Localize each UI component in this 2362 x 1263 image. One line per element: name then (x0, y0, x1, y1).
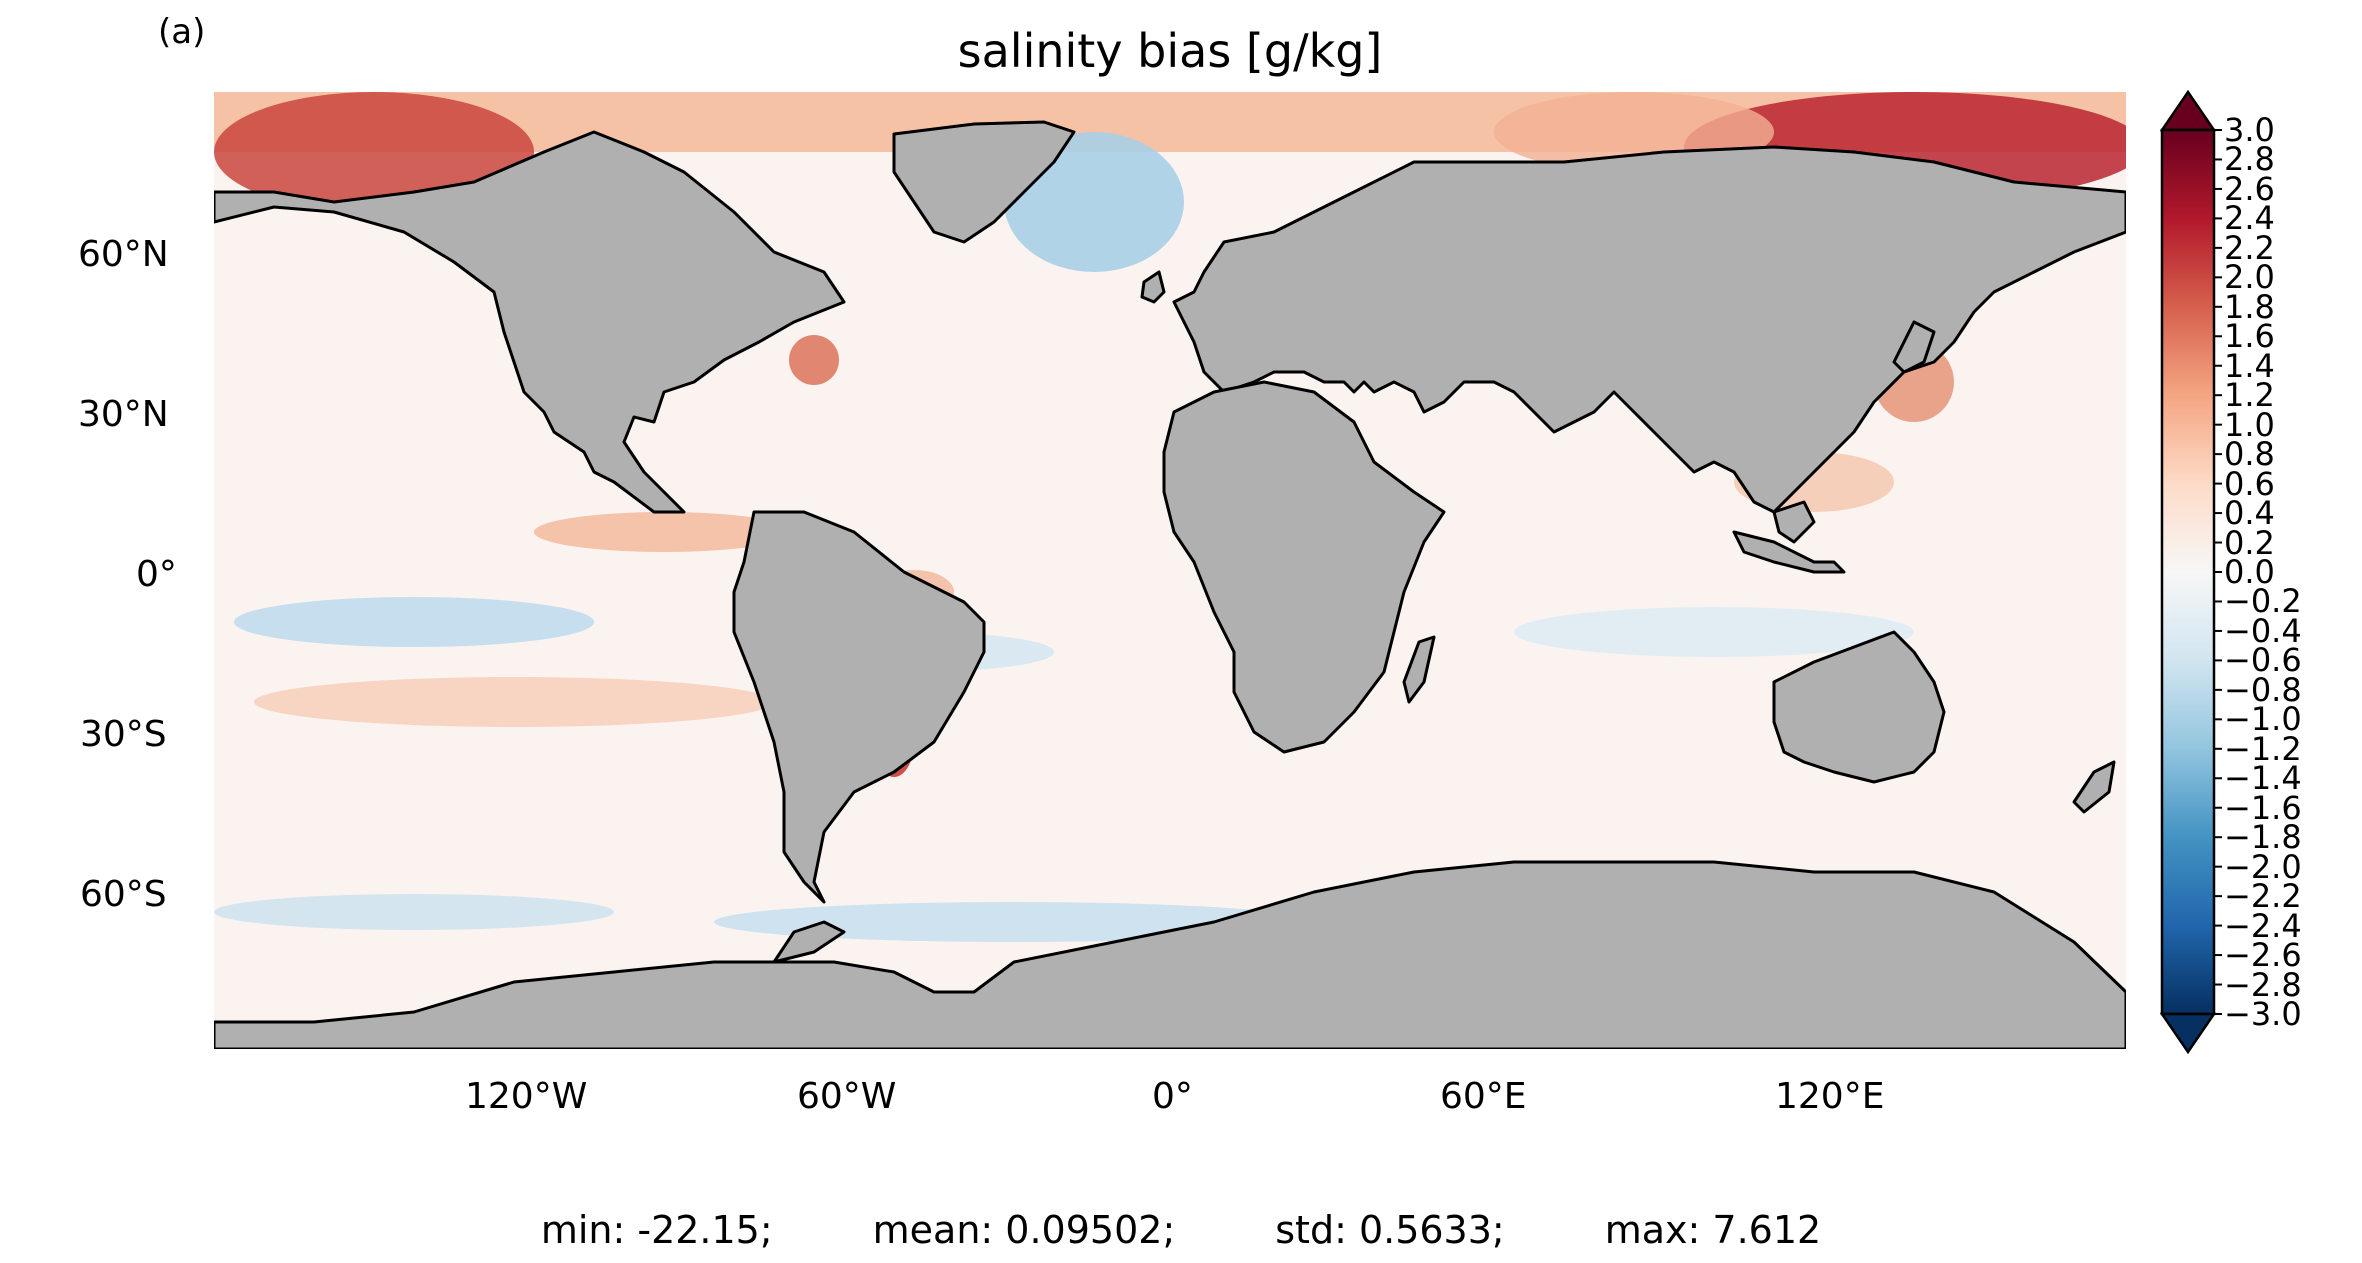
colorbar-tick-label: 2.8 (2224, 140, 2275, 179)
colorbar-tick-label: −1.6 (2224, 788, 2302, 827)
stat-min: min: -22.15; (540, 1208, 773, 1252)
colorbar-tick-label: −2.2 (2224, 877, 2302, 916)
colorbar-tick-labels: 3.0 2.8 2.6 2.4 2.2 2.0 1.8 1.6 1.4 1.2 1.0 0.8 0.6 0… (2220, 113, 2310, 1031)
lon-label-120w: 120°W (465, 1076, 588, 1117)
colorbar-tick-label: 1.4 (2224, 346, 2275, 385)
stat-max: max: 7.612 (1604, 1208, 1822, 1252)
colorbar-tick-label: 0.6 (2224, 464, 2275, 503)
colorbar-tick-label: 2.4 (2224, 199, 2275, 238)
colorbar-gradient (2160, 128, 2216, 1016)
colorbar-tick-label: 0.2 (2224, 523, 2275, 562)
colorbar-tick-label: −0.2 (2224, 582, 2302, 621)
colorbar-tick-label: 2.0 (2224, 258, 2275, 297)
map-plot (214, 92, 2126, 1049)
colorbar-tick-label: −0.6 (2224, 641, 2302, 680)
colorbar-tick-label: 2.2 (2224, 228, 2275, 267)
colorbar-tick-label: 0.4 (2224, 494, 2275, 533)
lon-label-0: 0° (1152, 1076, 1193, 1117)
stats-line: min: -22.15; mean: 0.09502; std: 0.5633; ma… (0, 1208, 2362, 1252)
colorbar-tick-label: 1.2 (2224, 376, 2275, 415)
colorbar-tick-label: −1.0 (2224, 700, 2302, 739)
lat-label-60n: 60°N (78, 234, 169, 275)
lon-label-60e: 60°E (1440, 1076, 1527, 1117)
colorbar-tick-label: −2.0 (2224, 847, 2302, 886)
panel-label: (a) (158, 12, 206, 52)
colorbar-tick-label: 3.0 (2224, 111, 2275, 149)
lon-label-120e: 120°E (1775, 1076, 1885, 1117)
stat-std: std: 0.5633; (1275, 1208, 1505, 1252)
colorbar: 3.0 2.8 2.6 2.4 2.2 2.0 1.8 1.6 1.4 1.2 1.0 0.8 0.6 0… (2159, 89, 2302, 1055)
colorbar-tick-label: 0.8 (2224, 435, 2275, 474)
colorbar-tick-label: −2.6 (2224, 936, 2302, 975)
colorbar-tick-label: −1.2 (2224, 729, 2302, 768)
colorbar-extend-min (2159, 1012, 2217, 1055)
colorbar-tick-label: 1.8 (2224, 287, 2275, 326)
lat-label-30s: 30°S (80, 714, 167, 755)
map-title: salinity bias [g/kg] (957, 24, 1383, 78)
colorbar-tick-label: −0.4 (2224, 611, 2302, 650)
lat-label-30n: 30°N (78, 394, 169, 435)
stat-mean: mean: 0.09502; (872, 1208, 1176, 1252)
colorbar-tick-label: 1.6 (2224, 317, 2275, 356)
colorbar-tick-label: 2.6 (2224, 169, 2275, 208)
lat-label-60s: 60°S (80, 874, 167, 915)
colorbar-tick-label: −2.8 (2224, 965, 2302, 1004)
colorbar-tick-label: 1.0 (2224, 405, 2275, 444)
colorbar-extend-max (2159, 89, 2217, 132)
colorbar-tick-label: −3.0 (2224, 995, 2302, 1033)
lon-label-60w: 60°W (797, 1076, 897, 1117)
colorbar-tick-label: −1.8 (2224, 818, 2302, 857)
colorbar-tick-label: −1.4 (2224, 759, 2302, 798)
colorbar-tick-label: 0.0 (2224, 553, 2275, 591)
map-svg (214, 92, 2126, 1049)
colorbar-svg (2159, 89, 2222, 1055)
lat-label-equator: 0° (136, 554, 177, 595)
colorbar-tick-label: −0.8 (2224, 670, 2302, 709)
land-masses (214, 120, 2126, 1049)
colorbar-tick-label: −2.4 (2224, 906, 2302, 945)
